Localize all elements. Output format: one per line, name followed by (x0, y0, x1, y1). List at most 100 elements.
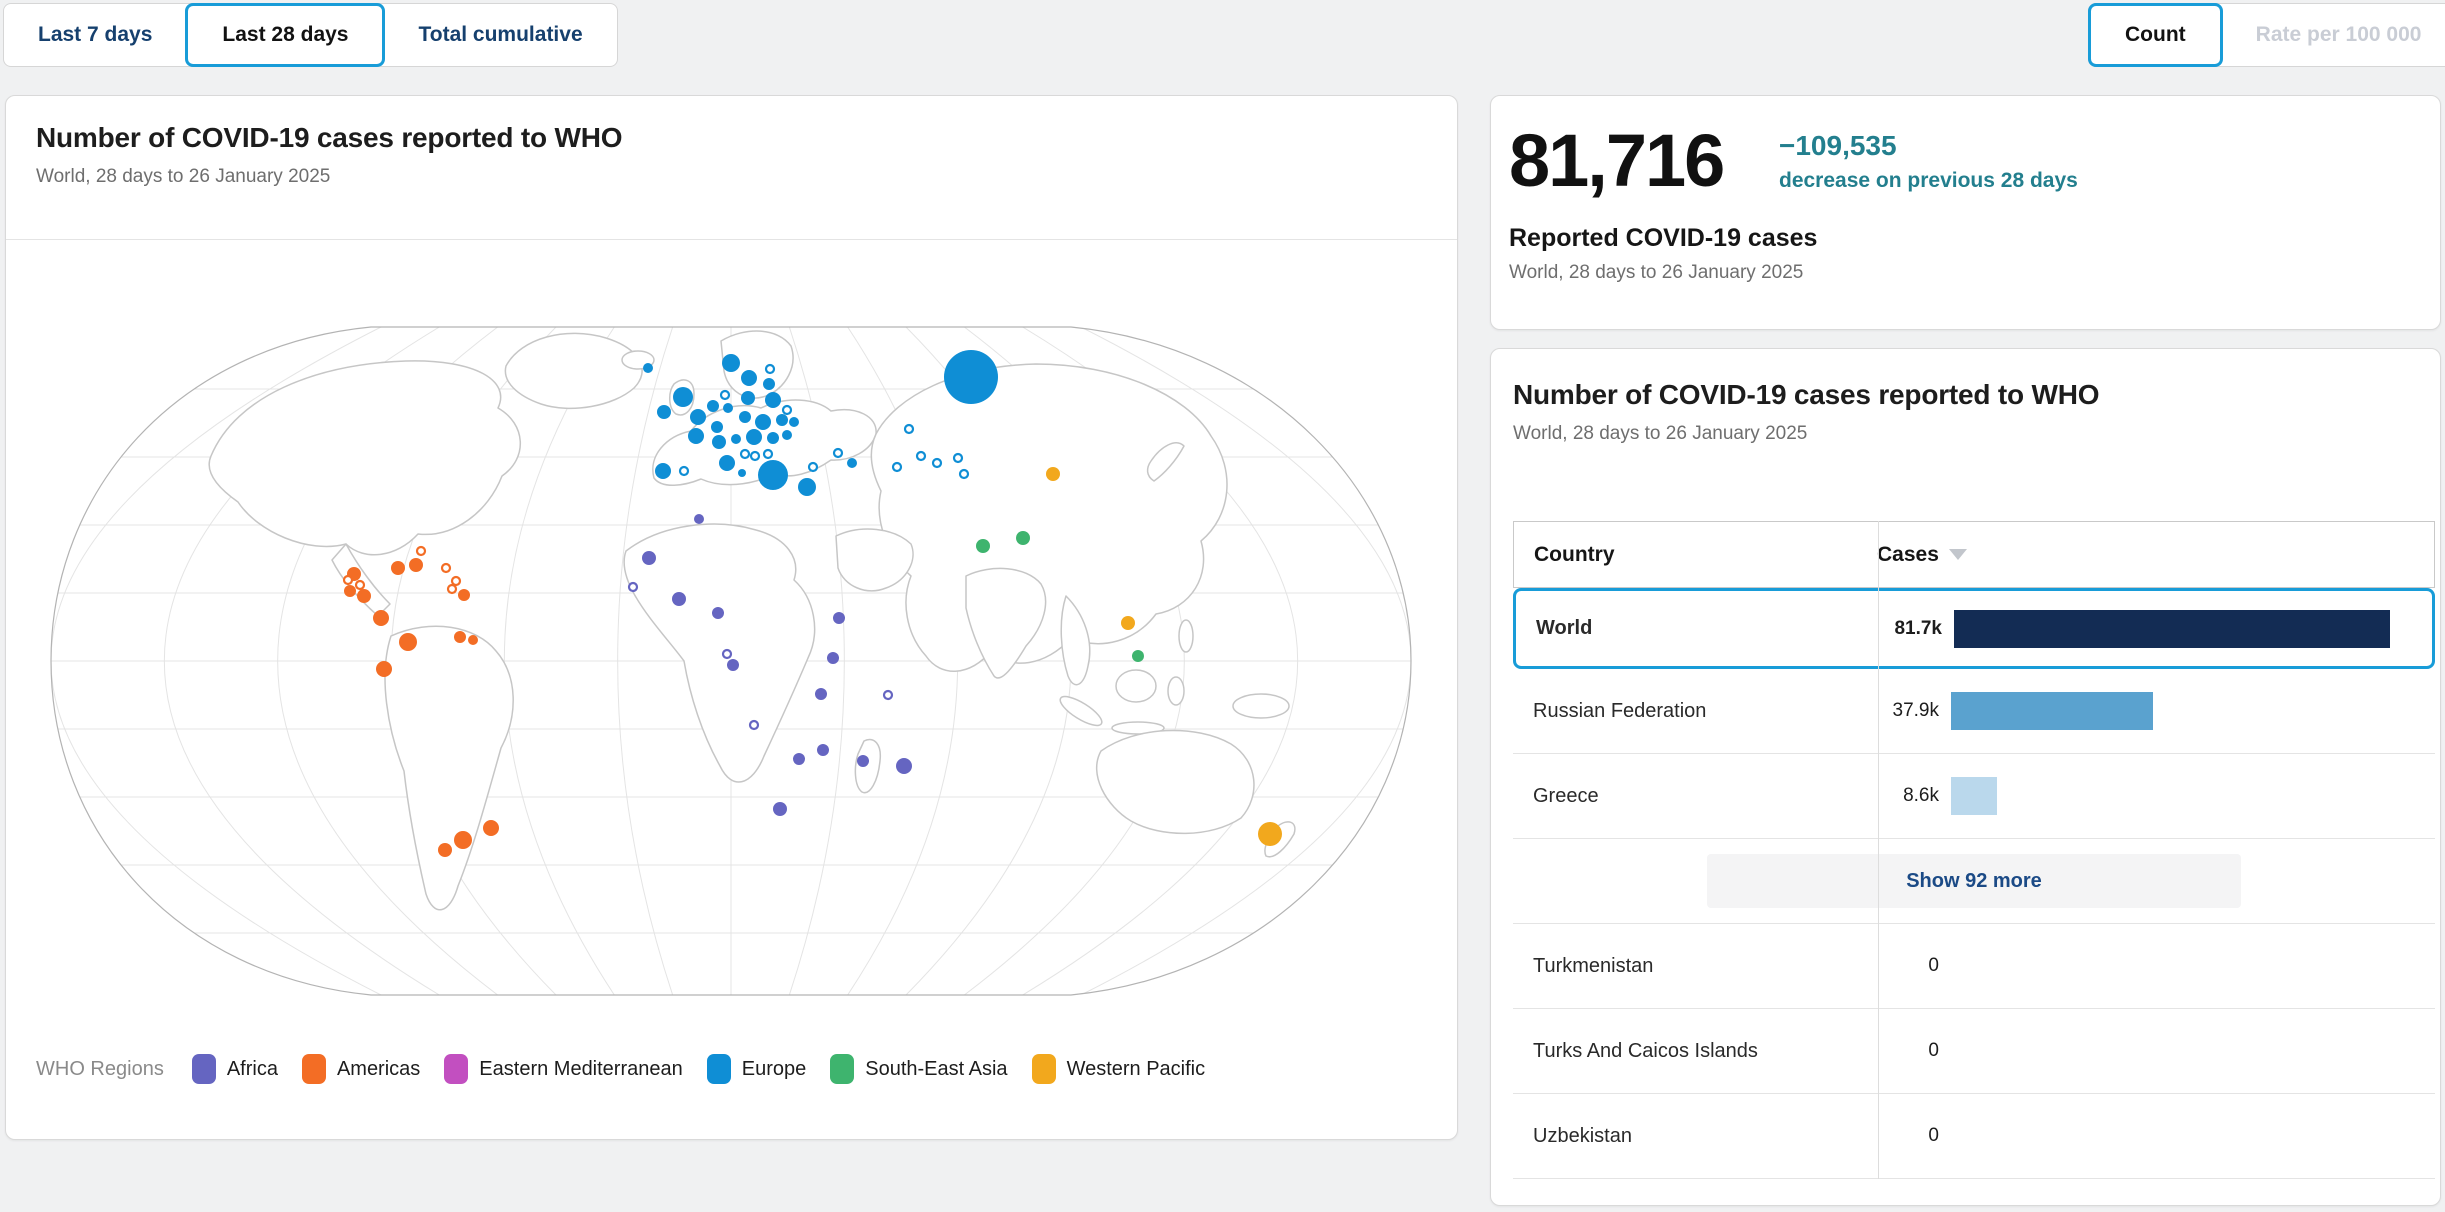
map-bubble-af[interactable] (642, 551, 656, 565)
map-bubble-eu[interactable] (903, 423, 915, 435)
show-more-button[interactable]: Show 92 more (1707, 854, 2241, 908)
map-bubble-af[interactable] (694, 514, 704, 524)
map-bubble-eu[interactable] (739, 448, 751, 460)
map-bubble-am[interactable] (468, 635, 478, 645)
map-bubble-eu[interactable] (767, 432, 779, 444)
map-bubble-am[interactable] (357, 589, 371, 603)
map-bubble-eu[interactable] (798, 478, 816, 496)
map-bubble-eu[interactable] (763, 378, 775, 390)
map-bubble-eu[interactable] (755, 414, 771, 430)
legend-item-wp[interactable]: Western Pacific (1031, 1054, 1205, 1084)
tab-total-cumulative[interactable]: Total cumulative (418, 23, 583, 46)
map-bubble-wp[interactable] (1258, 822, 1282, 846)
map-bubble-am[interactable] (440, 562, 452, 574)
map-bubble-eu[interactable] (739, 411, 751, 423)
map-bubble-eu[interactable] (723, 403, 733, 413)
map-bubble-eu[interactable] (741, 391, 755, 405)
map-bubble-eu[interactable] (688, 428, 704, 444)
map-bubble-am[interactable] (373, 610, 389, 626)
table-row-russian-federation[interactable]: Russian Federation 37.9k (1513, 669, 2435, 754)
map-bubble-eu[interactable] (958, 468, 970, 480)
map-bubble-am[interactable] (342, 574, 354, 586)
table-row-turkmenistan[interactable]: Turkmenistan 0 (1513, 924, 2435, 1009)
map-bubble-am[interactable] (458, 589, 470, 601)
map-bubble-af[interactable] (748, 719, 760, 731)
map-bubble-eu[interactable] (765, 392, 781, 408)
map-bubble-wp[interactable] (1121, 616, 1135, 630)
map-bubble-am[interactable] (483, 820, 499, 836)
map-bubble-af[interactable] (712, 607, 724, 619)
map-bubble-eu[interactable] (944, 350, 998, 404)
map-bubble-eu[interactable] (673, 387, 693, 407)
legend-item-am[interactable]: Americas (301, 1054, 420, 1084)
tab-last-28-days[interactable]: Last 28 days (185, 3, 386, 67)
map-bubble-eu[interactable] (952, 452, 964, 464)
map-bubble-eu[interactable] (782, 430, 792, 440)
map-bubble-af[interactable] (815, 688, 827, 700)
map-bubble-am[interactable] (344, 585, 356, 597)
map-bubble-am[interactable] (450, 575, 462, 587)
legend-item-af[interactable]: Africa (191, 1054, 278, 1084)
map-bubble-eu[interactable] (915, 450, 927, 462)
map-bubble-am[interactable] (399, 633, 417, 651)
map-bubble-sea[interactable] (1132, 650, 1144, 662)
map-bubble-eu[interactable] (712, 435, 726, 449)
map-bubble-sea[interactable] (976, 539, 990, 553)
map-bubble-eu[interactable] (690, 409, 706, 425)
map-bubble-af[interactable] (721, 648, 733, 660)
map-bubble-af[interactable] (627, 581, 639, 593)
map-bubble-eu[interactable] (738, 469, 746, 477)
table-row-world[interactable]: World 81.7k (1513, 588, 2435, 669)
map-bubble-eu[interactable] (931, 457, 943, 469)
map-bubble-eu[interactable] (762, 448, 774, 460)
legend-item-em[interactable]: Eastern Mediterranean (444, 1054, 683, 1084)
map-bubble-af[interactable] (857, 755, 869, 767)
map-bubble-eu[interactable] (807, 461, 819, 473)
map-bubble-am[interactable] (415, 545, 427, 557)
map-bubble-am[interactable] (391, 561, 405, 575)
table-row-uzbekistan[interactable]: Uzbekistan 0 (1513, 1094, 2435, 1179)
legend-item-sea[interactable]: South-East Asia (830, 1054, 1008, 1084)
column-header-country[interactable]: Country (1534, 542, 1615, 566)
map-bubble-am[interactable] (354, 579, 366, 591)
map-bubble-eu[interactable] (678, 465, 690, 477)
map-bubble-eu[interactable] (741, 370, 757, 386)
map-bubble-eu[interactable] (731, 434, 741, 444)
tab-last-7-days[interactable]: Last 7 days (38, 23, 153, 46)
map-bubble-af[interactable] (793, 753, 805, 765)
map-bubble-eu[interactable] (789, 417, 799, 427)
map-bubble-eu[interactable] (847, 458, 857, 468)
map-bubble-eu[interactable] (776, 414, 788, 426)
tab-rate-per-100000[interactable]: Rate per 100 000 (2255, 23, 2422, 46)
map-bubble-eu[interactable] (655, 463, 671, 479)
legend-item-eu[interactable]: Europe (706, 1054, 806, 1084)
map-bubble-af[interactable] (896, 758, 912, 774)
map-bubble-am[interactable] (376, 661, 392, 677)
map-bubble-am[interactable] (446, 583, 458, 595)
map-bubble-af[interactable] (727, 659, 739, 671)
map-bubble-eu[interactable] (719, 455, 735, 471)
map-bubble-eu[interactable] (781, 404, 793, 416)
map-bubble-eu[interactable] (722, 354, 740, 372)
map-bubble-eu[interactable] (719, 389, 731, 401)
map-bubble-am[interactable] (438, 843, 452, 857)
map-bubble-af[interactable] (882, 689, 894, 701)
table-row-turks-and-caicos-islands[interactable]: Turks And Caicos Islands 0 (1513, 1009, 2435, 1094)
map-bubble-af[interactable] (773, 802, 787, 816)
map-bubble-af[interactable] (827, 652, 839, 664)
map-bubble-wp[interactable] (1046, 467, 1060, 481)
map-bubble-af[interactable] (672, 592, 686, 606)
tab-count[interactable]: Count (2088, 3, 2223, 67)
map-bubble-am[interactable] (409, 558, 423, 572)
column-header-cases[interactable]: Cases (1859, 543, 1967, 567)
map-bubble-eu[interactable] (657, 405, 671, 419)
map-bubble-eu[interactable] (643, 363, 653, 373)
map-bubble-eu[interactable] (758, 460, 788, 490)
map-bubble-eu[interactable] (707, 400, 719, 412)
map-bubble-sea[interactable] (1016, 531, 1030, 545)
map-bubble-am[interactable] (454, 631, 466, 643)
map-bubble-eu[interactable] (711, 421, 723, 433)
map-bubble-eu[interactable] (749, 450, 761, 462)
map-bubble-eu[interactable] (746, 429, 762, 445)
map-bubble-eu[interactable] (891, 461, 903, 473)
